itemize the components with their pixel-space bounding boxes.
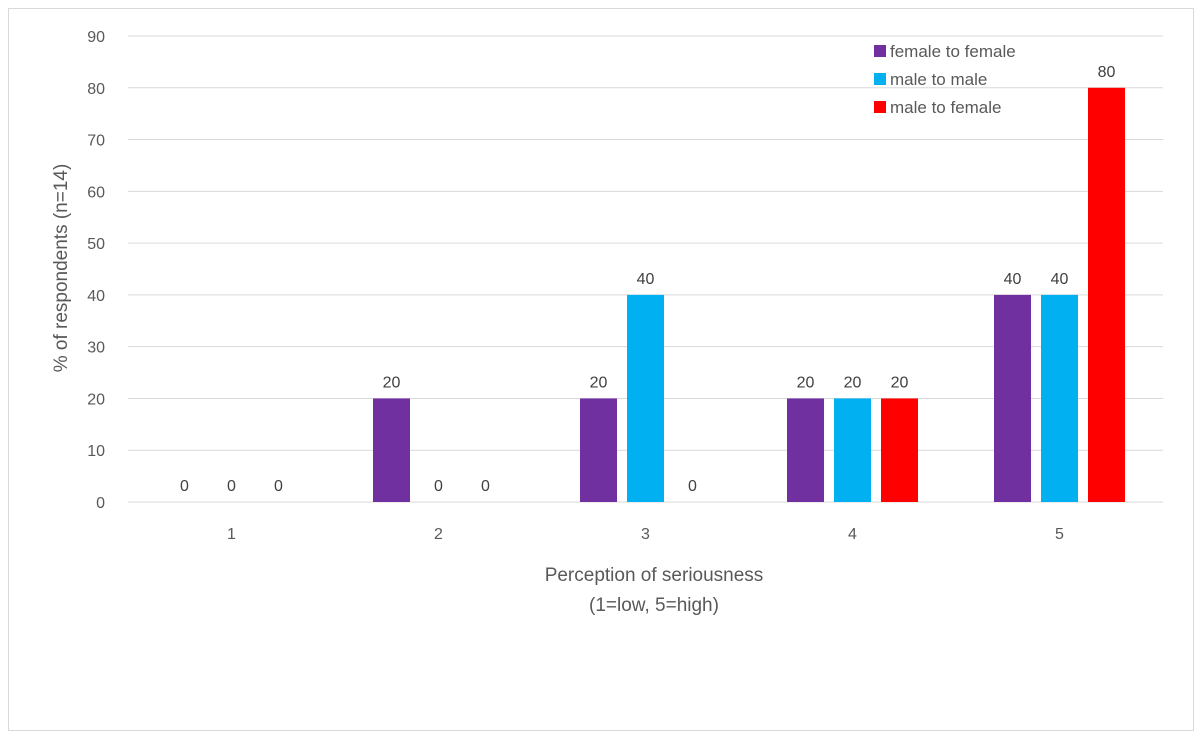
y-axis-title: % of respondents (n=14) bbox=[51, 164, 72, 373]
y-tick-label-0: 0 bbox=[96, 495, 105, 512]
x-tick-label-3: 3 bbox=[641, 526, 650, 543]
data-label-1-1: 0 bbox=[180, 478, 189, 495]
bar-2-1 bbox=[373, 398, 410, 502]
data-label-2-3: 0 bbox=[481, 478, 490, 495]
bar-5-1 bbox=[994, 294, 1031, 502]
legend: female to female male to male male to fema… bbox=[874, 42, 1016, 117]
x-tick-label-5: 5 bbox=[1055, 526, 1064, 543]
y-tick-label-80: 80 bbox=[87, 81, 105, 98]
legend-label-1: female to female bbox=[890, 42, 1016, 61]
y-tick-label-90: 90 bbox=[87, 29, 105, 46]
bar-4-1 bbox=[787, 398, 824, 502]
y-tick-label-60: 60 bbox=[87, 184, 105, 201]
data-label-2-1: 20 bbox=[383, 374, 401, 391]
y-tick-label-30: 30 bbox=[87, 340, 105, 357]
bar-4-3 bbox=[881, 398, 918, 502]
x-tick-label-1: 1 bbox=[227, 526, 236, 543]
bar-5-2 bbox=[1041, 294, 1078, 502]
legend-label-3: male to female bbox=[890, 98, 1002, 117]
legend-swatch-1 bbox=[874, 45, 886, 57]
x-tick-label-4: 4 bbox=[848, 526, 857, 543]
gridlines bbox=[128, 35, 1163, 503]
legend-swatch-2 bbox=[874, 73, 886, 85]
data-labels: 0 0 0 20 0 0 20 40 0 20 20 20 40 40 80 bbox=[180, 64, 1115, 495]
x-tick-label-2: 2 bbox=[434, 526, 443, 543]
data-label-1-2: 0 bbox=[227, 478, 236, 495]
x-axis-title-line2: (1=low, 5=high) bbox=[589, 595, 719, 616]
bars bbox=[373, 87, 1125, 503]
bar-4-2 bbox=[834, 398, 871, 502]
y-tick-label-70: 70 bbox=[87, 133, 105, 150]
data-label-2-2: 0 bbox=[434, 478, 443, 495]
bar-5-3 bbox=[1088, 87, 1125, 503]
y-tick-label-20: 20 bbox=[87, 391, 105, 408]
data-label-5-3: 80 bbox=[1098, 64, 1116, 81]
data-label-4-3: 20 bbox=[891, 374, 909, 391]
y-tick-label-50: 50 bbox=[87, 236, 105, 253]
x-axis-ticks: 1 2 3 4 5 bbox=[227, 526, 1064, 543]
data-label-3-2: 40 bbox=[637, 271, 655, 288]
legend-swatch-3 bbox=[874, 101, 886, 113]
data-label-4-1: 20 bbox=[797, 374, 815, 391]
data-label-1-3: 0 bbox=[274, 478, 283, 495]
data-label-3-3: 0 bbox=[688, 478, 697, 495]
y-tick-label-10: 10 bbox=[87, 443, 105, 460]
bar-3-1 bbox=[580, 398, 617, 502]
legend-label-2: male to male bbox=[890, 70, 987, 89]
x-axis-title: Perception of seriousness bbox=[545, 565, 764, 586]
data-label-4-2: 20 bbox=[844, 374, 862, 391]
data-label-5-1: 40 bbox=[1004, 271, 1022, 288]
data-label-3-1: 20 bbox=[590, 374, 608, 391]
data-label-5-2: 40 bbox=[1051, 271, 1069, 288]
y-axis-ticks: 0 10 20 30 40 50 60 70 80 90 bbox=[87, 29, 105, 512]
bar-3-2 bbox=[627, 294, 664, 502]
y-tick-label-40: 40 bbox=[87, 288, 105, 305]
